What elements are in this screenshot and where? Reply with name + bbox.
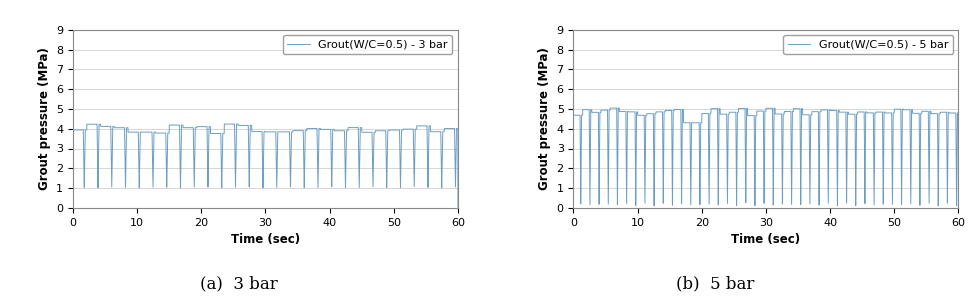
Grout(W/C=0.5) - 3 bar — [373, 129, 384, 132]
Legend: Grout(W/C=0.5) - 5 bar: Grout(W/C=0.5) - 5 bar — [783, 35, 953, 54]
Line: Grout(W/C=0.5) - 5 bar: Grout(W/C=0.5) - 5 bar — [573, 108, 958, 208]
Text: (a)  3 bar: (a) 3 bar — [199, 275, 277, 292]
Grout(W/C=0.5) - 5 bar — [587, 110, 598, 114]
Grout(W/C=0.5) - 5 bar — [812, 110, 824, 113]
Legend: Grout(W/C=0.5) - 3 bar: Grout(W/C=0.5) - 3 bar — [283, 35, 452, 54]
Grout(W/C=0.5) - 3 bar — [311, 163, 323, 167]
X-axis label: Time (sec): Time (sec) — [231, 233, 300, 246]
X-axis label: Time (sec): Time (sec) — [732, 233, 801, 246]
Grout(W/C=0.5) - 5 bar — [567, 113, 579, 117]
Grout(W/C=0.5) - 3 bar — [206, 132, 218, 135]
Text: (b)  5 bar: (b) 5 bar — [676, 275, 754, 292]
Grout(W/C=0.5) - 3 bar — [87, 122, 98, 126]
Grout(W/C=0.5) - 5 bar — [853, 110, 865, 114]
Y-axis label: Grout pressure (MPa): Grout pressure (MPa) — [38, 47, 51, 190]
Grout(W/C=0.5) - 5 bar — [874, 110, 885, 114]
Grout(W/C=0.5) - 3 bar — [452, 206, 464, 210]
Grout(W/C=0.5) - 5 bar — [953, 206, 964, 210]
Grout(W/C=0.5) - 5 bar — [796, 135, 808, 139]
Grout(W/C=0.5) - 3 bar — [218, 122, 230, 126]
Grout(W/C=0.5) - 5 bar — [707, 107, 719, 110]
Line: Grout(W/C=0.5) - 3 bar: Grout(W/C=0.5) - 3 bar — [73, 124, 458, 208]
Grout(W/C=0.5) - 3 bar — [295, 129, 306, 132]
Grout(W/C=0.5) - 3 bar — [352, 135, 364, 139]
Y-axis label: Grout pressure (MPa): Grout pressure (MPa) — [538, 47, 551, 190]
Grout(W/C=0.5) - 3 bar — [67, 128, 79, 132]
Grout(W/C=0.5) - 5 bar — [604, 106, 616, 110]
